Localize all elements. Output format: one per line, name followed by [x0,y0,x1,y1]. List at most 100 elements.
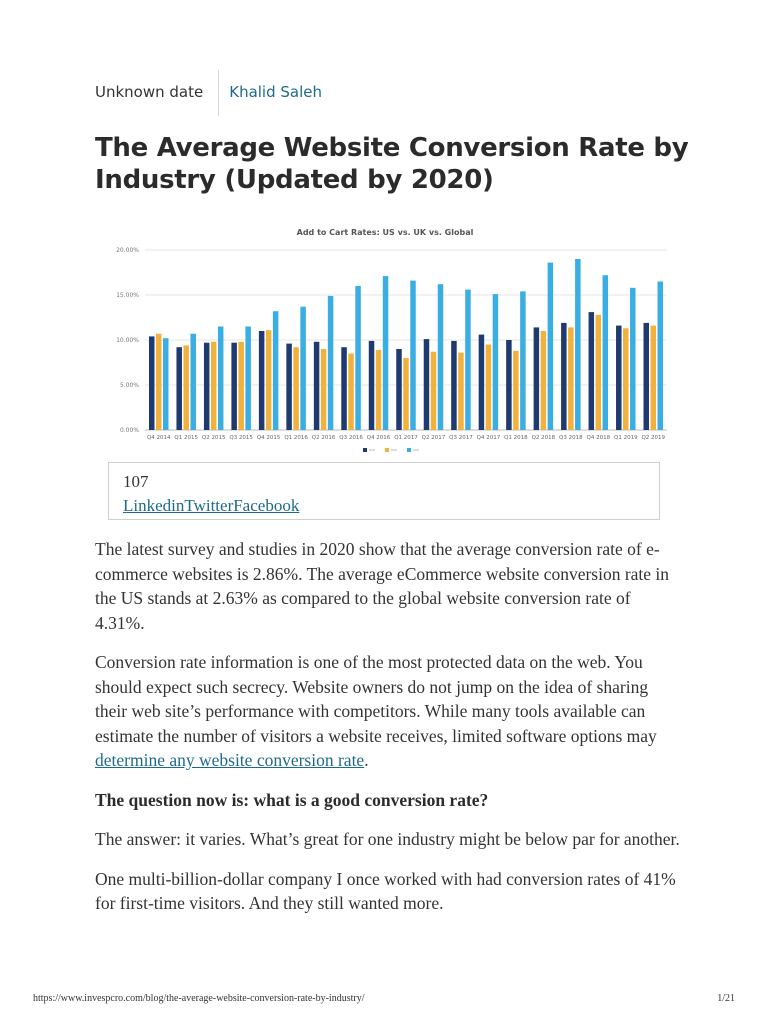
bar [265,330,272,430]
post-meta: Unknown date Khalid Saleh [95,70,322,116]
bar [272,311,279,430]
bar [176,347,182,430]
bar [451,340,457,430]
bar [588,312,595,430]
bar [458,352,464,430]
bar [293,347,299,430]
bar [286,343,292,430]
bar [375,349,382,430]
bar [313,341,320,430]
share-count: 107 [123,472,149,491]
bar [533,327,540,430]
x-tick-label: Q4 2014 [147,435,171,441]
y-tick-label: 10.00% [116,337,139,344]
bar [423,339,430,430]
x-tick-label: Q3 2018 [559,435,583,441]
bar [561,322,567,430]
page-title: The Average Website Conversion Rate by I… [95,133,689,195]
x-tick-label: Q1 2019 [614,435,638,441]
bar [616,325,622,430]
legend-swatch [363,448,367,452]
add-to-cart-chart: Add to Cart Rates: US vs. UK vs. Global … [95,215,675,460]
x-tick-label: Q1 2018 [504,435,528,441]
x-tick-label: Q2 2018 [532,435,556,441]
bar [382,276,389,430]
x-tick-label: Q3 2016 [339,435,363,441]
paragraph-secrecy-end: . [364,750,369,770]
bar [341,347,347,430]
legend-swatch [407,448,411,452]
y-tick-label: 0.00% [120,427,139,434]
y-tick-label: 5.00% [120,382,139,389]
bar [630,287,636,430]
x-tick-label: Q1 2016 [284,435,308,441]
paragraph-answer: The answer: it varies. What’s great for … [95,829,680,849]
bar [155,333,162,430]
author-link[interactable]: Khalid Saleh [229,83,323,101]
bar [203,342,210,430]
bar [368,340,375,430]
page-footer: https://www.invespcro.com/blog/the-avera… [33,993,735,1004]
bar [148,336,155,430]
bar [478,334,485,430]
bar [650,325,657,430]
x-tick-label: Q2 2016 [312,435,336,441]
meta-divider [218,70,220,116]
bar [602,275,609,430]
paragraph-secrecy-text: Conversion rate information is one of th… [95,652,657,746]
bar [183,345,189,430]
footer-url: https://www.invespcro.com/blog/the-avera… [33,993,365,1004]
x-tick-label: Q1 2015 [174,435,198,441]
bar [547,262,554,430]
bar [348,353,354,430]
bar [568,327,574,430]
bar [513,350,519,430]
bar [520,291,526,430]
bar [485,344,492,430]
x-tick-label: Q4 2018 [587,435,611,441]
chart-title: Add to Cart Rates: US vs. UK vs. Global [297,228,474,237]
bar [540,331,547,430]
x-tick-label: Q3 2017 [449,435,473,441]
bar [210,341,217,430]
bar [623,328,629,430]
bar [396,349,402,430]
question-heading: The question now is: what is a good conv… [95,789,489,810]
article-body: The latest survey and studies in 2020 sh… [95,537,680,931]
conversion-rate-link[interactable]: determine any website conversion rate [95,750,365,770]
paragraph-example: One multi-billion-dollar company I once … [95,868,676,914]
y-tick-label: 15.00% [116,292,139,299]
share-box: 107 LinkedinTwitterFacebook [108,462,660,520]
bar [595,314,602,430]
paragraph-intro: The latest survey and studies in 2020 sh… [95,539,670,633]
bar [245,326,251,430]
legend-swatch [385,448,389,452]
bar [465,289,471,430]
post-date: Unknown date [95,83,204,101]
x-tick-label: Q4 2015 [257,435,281,441]
bar [238,341,244,430]
y-tick-label: 20.00% [116,247,139,254]
page-number: 1/21 [717,993,735,1004]
bar [327,295,334,430]
bar [403,358,409,430]
bar [217,326,224,430]
chart-svg: Add to Cart Rates: US vs. UK vs. Global … [95,215,675,460]
bar [410,280,416,430]
bar [231,342,237,430]
bar [190,333,196,430]
x-tick-label: Q4 2017 [477,435,501,441]
bar [162,338,169,430]
bar [492,294,499,430]
bar [437,284,444,430]
bar [643,322,650,430]
bar [300,306,306,430]
x-tick-label: Q2 2015 [202,435,226,441]
share-links[interactable]: LinkedinTwitterFacebook [123,496,300,515]
x-tick-label: Q2 2017 [422,435,446,441]
bar [506,340,512,430]
bar [320,349,327,430]
bar [355,286,361,430]
x-tick-label: Q1 2017 [394,435,418,441]
x-tick-label: Q2 2019 [641,435,665,441]
